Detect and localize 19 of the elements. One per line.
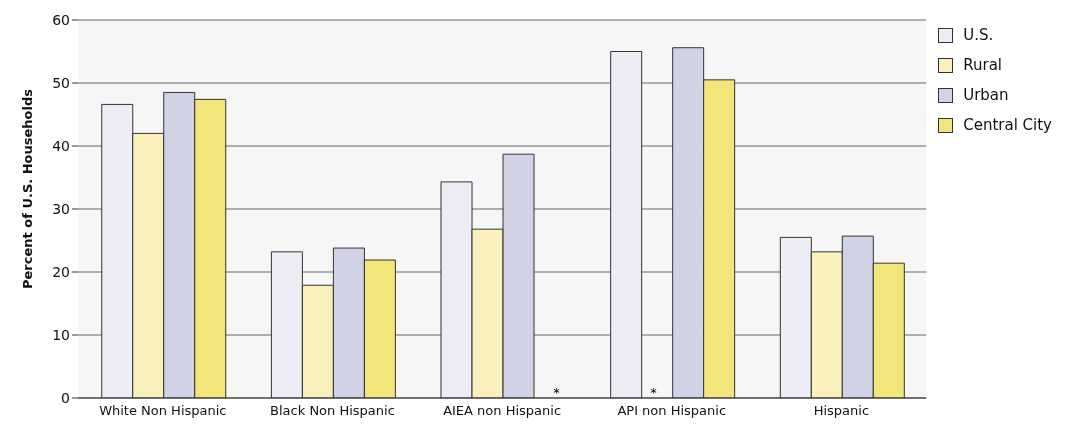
x-tick-label: Hispanic [813,403,870,419]
y-tick-label: 10 [52,326,70,343]
legend-label: Rural [963,56,1002,74]
x-tick-label: AIEA non Hispanic [443,403,562,419]
legend-label: Central City [963,116,1052,134]
y-axis-title: Percent of U.S. Households [19,88,35,289]
x-tick-label: White Non Hispanic [99,403,227,419]
y-tick-label: 60 [52,11,70,28]
legend-label: U.S. [963,26,994,44]
annotation: * [650,385,658,400]
legend-label: Urban [963,86,1009,104]
x-tick-label: Black Non Hispanic [270,403,395,419]
y-tick-label: 50 [52,74,70,91]
x-tick-label: API non Hispanic [617,403,727,419]
y-tick-label: 30 [52,200,70,217]
y-tick-label: 40 [52,137,70,154]
y-tick-label: 0 [61,389,70,406]
y-tick-label: 20 [52,263,70,280]
annotation: * [553,385,561,400]
